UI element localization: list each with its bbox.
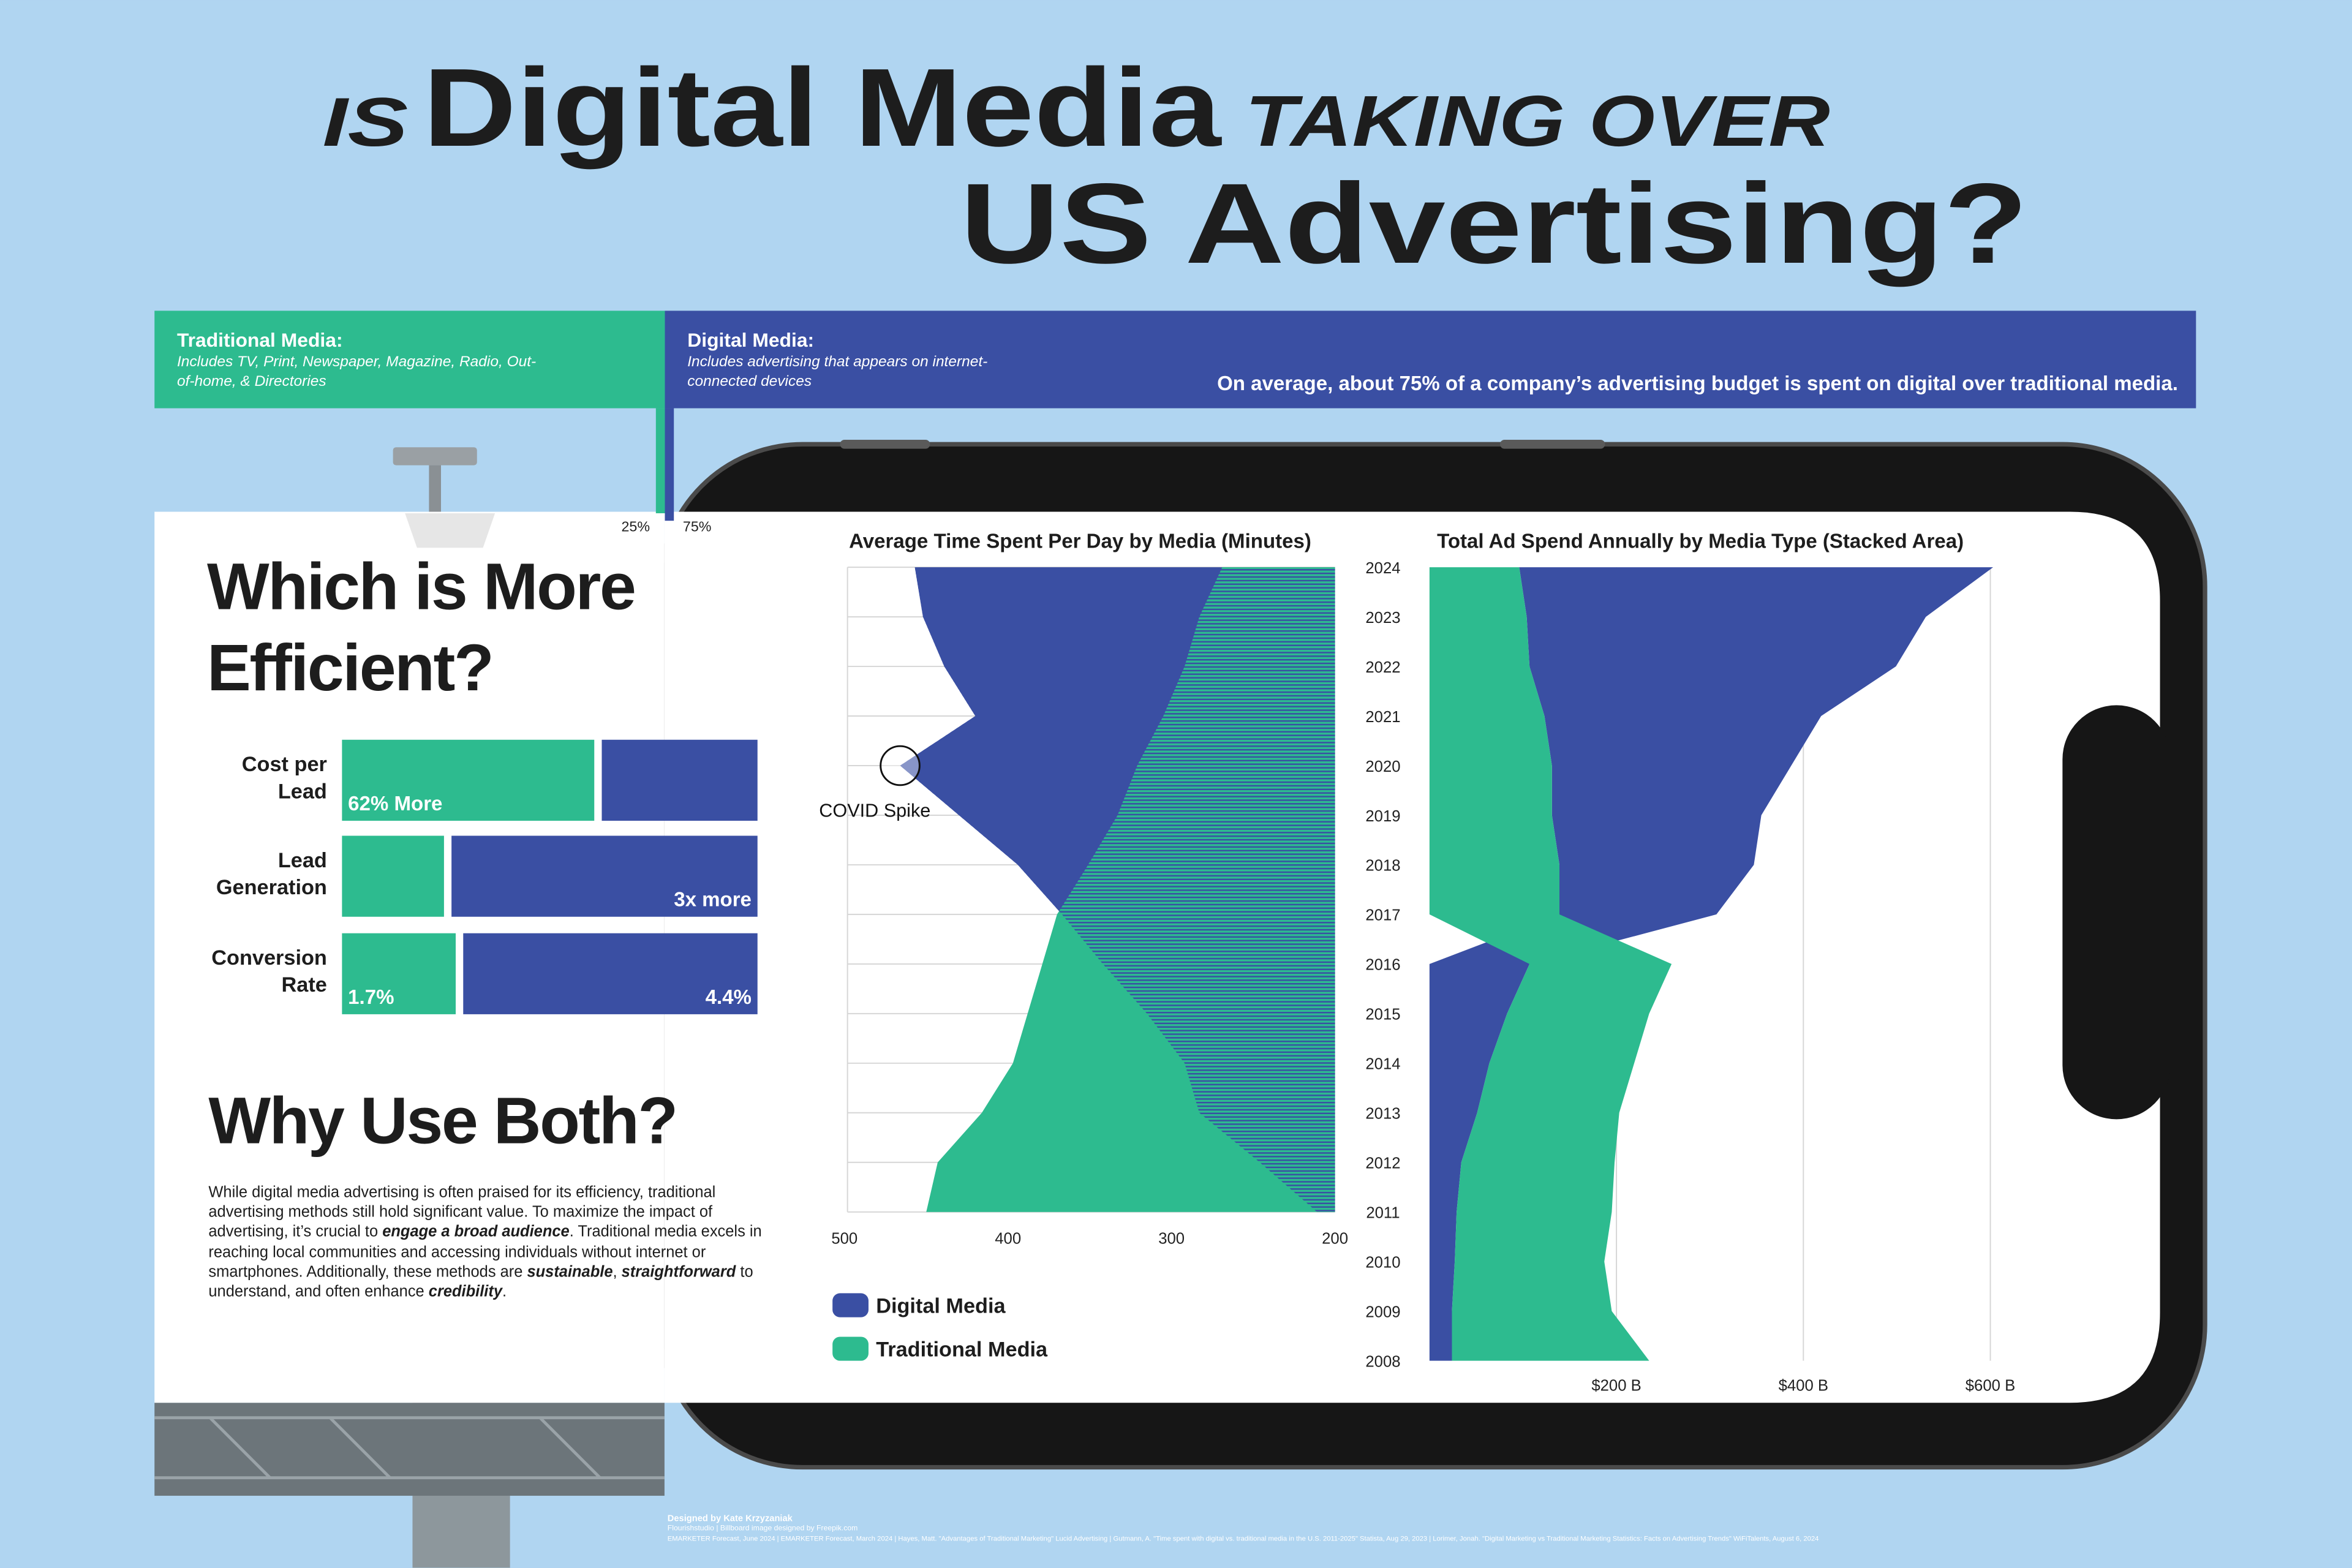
year-label: 2022 bbox=[1365, 659, 1400, 676]
year-label: 2021 bbox=[1365, 709, 1400, 726]
paragraph-run: While digital media advertising is often… bbox=[208, 1185, 716, 1242]
budget-strip bbox=[665, 408, 674, 521]
segment-name: Traditional Media: bbox=[177, 329, 343, 351]
billboard-light bbox=[405, 513, 496, 548]
legend-swatch bbox=[832, 1336, 869, 1361]
phone-button bbox=[840, 439, 930, 449]
phone-screen bbox=[664, 511, 2160, 1403]
bar bbox=[451, 835, 758, 917]
year-label: 2024 bbox=[1365, 560, 1400, 577]
x-tick-label: 200 bbox=[1322, 1231, 1348, 1248]
section-heading: Why Use Both? bbox=[208, 1084, 676, 1158]
billboard-truss-lines bbox=[154, 1416, 665, 1480]
value-label: 75% bbox=[683, 518, 712, 534]
paragraph: While digital media advertising is often… bbox=[208, 1184, 766, 1303]
segment-description: Includes TV, Print, Newspaper, Magazine,… bbox=[176, 354, 537, 391]
value-label: 1.7% bbox=[348, 986, 394, 1009]
bar bbox=[342, 739, 595, 821]
year-label: 2018 bbox=[1365, 858, 1400, 875]
content: Traditional Media: Includes TV, Print, Ne… bbox=[154, 311, 2196, 1543]
annotation-circle bbox=[880, 745, 921, 786]
legend-swatch bbox=[832, 1293, 869, 1317]
paragraph-run: . bbox=[502, 1284, 507, 1301]
paragraph-run: credibility bbox=[428, 1284, 503, 1301]
row-label: Cost per Lead bbox=[241, 752, 327, 803]
legend-label: Digital Media bbox=[876, 1294, 1006, 1317]
title-middle: TAKING OVER bbox=[1245, 81, 1830, 161]
year-label: 2015 bbox=[1365, 1006, 1400, 1023]
section-heading: Which is More Efficient? bbox=[206, 551, 636, 706]
x-tick-label: 300 bbox=[1158, 1231, 1185, 1248]
bar bbox=[342, 933, 456, 1014]
segment-description-box: Includes TV, Print, Newspaper, Magazine,… bbox=[176, 354, 537, 391]
title-highlight: Digital Media bbox=[423, 46, 1222, 170]
year-label: 2011 bbox=[1366, 1205, 1400, 1222]
budget-note: On average, about 75% of a company’s adv… bbox=[1217, 372, 2178, 395]
budget-segment bbox=[665, 311, 2196, 409]
x-tick-label: $400 B bbox=[1779, 1378, 1828, 1395]
paragraph-run: , bbox=[612, 1264, 622, 1281]
x-tick-label: 400 bbox=[995, 1231, 1021, 1248]
bar bbox=[601, 739, 758, 821]
phone-notch bbox=[2062, 705, 2171, 1120]
chart-title: Total Ad Spend Annually by Media Type (S… bbox=[1437, 530, 1964, 552]
legend-label: Traditional Media bbox=[876, 1338, 1048, 1361]
paragraph-run: engage a broad audience bbox=[382, 1224, 570, 1242]
paragraph-run: . Traditional media excels in reaching l… bbox=[208, 1224, 762, 1281]
title-prefix: IS bbox=[323, 83, 409, 160]
year-label: 2017 bbox=[1365, 907, 1400, 924]
x-tick-label: 500 bbox=[831, 1231, 858, 1248]
section-heading-box: Which is More Efficient? bbox=[206, 551, 636, 706]
x-tick-label: $600 B bbox=[1966, 1378, 2015, 1395]
footer-designer: Designed by Kate Krzyzaniak bbox=[668, 1514, 793, 1524]
bar bbox=[342, 835, 444, 917]
year-label: 2010 bbox=[1365, 1254, 1400, 1271]
row-label: Lead Generation bbox=[216, 848, 327, 899]
chart-title: Average Time Spent Per Day by Media (Min… bbox=[849, 530, 1311, 552]
row-label-box: Cost per Lead bbox=[241, 752, 327, 803]
segment-description: Includes advertising that appears on int… bbox=[687, 354, 988, 391]
paragraph-box: While digital media advertising is often… bbox=[208, 1184, 766, 1303]
area bbox=[1429, 567, 1994, 1361]
paragraph-run: to understand, and often enhance bbox=[208, 1264, 753, 1301]
year-label: 2014 bbox=[1365, 1056, 1400, 1073]
footer-sources: EMARKETER Forecast, June 2024 | EMARKETE… bbox=[668, 1536, 1819, 1543]
year-label: 2008 bbox=[1365, 1353, 1400, 1370]
year-label: 2019 bbox=[1365, 808, 1400, 825]
area bbox=[1429, 567, 1672, 1361]
billboard-lamp bbox=[393, 447, 477, 466]
row-label-box: Lead Generation bbox=[216, 848, 327, 899]
year-label: 2020 bbox=[1365, 758, 1400, 775]
footer-credits: Flourishstudio | Billboard image designe… bbox=[668, 1523, 858, 1532]
row-label: Conversion Rate bbox=[211, 945, 327, 997]
phone-button bbox=[1499, 439, 1605, 449]
billboard-lamp-arm bbox=[429, 465, 441, 513]
row-label-box: Conversion Rate bbox=[211, 945, 327, 997]
paragraph-run: sustainable bbox=[527, 1264, 613, 1281]
value-label: 4.4% bbox=[706, 986, 752, 1009]
bar bbox=[463, 933, 758, 1014]
year-label: 2016 bbox=[1365, 957, 1400, 974]
overlap-hatch bbox=[900, 567, 1335, 1212]
paragraph-run: straightforward bbox=[621, 1264, 736, 1281]
year-label: 2012 bbox=[1365, 1155, 1400, 1172]
title-tail: US Advertising? bbox=[960, 160, 2028, 287]
x-tick-label: $200 B bbox=[1591, 1378, 1641, 1395]
annotation: COVID Spike bbox=[819, 800, 930, 821]
budget-strip bbox=[655, 408, 665, 513]
value-label: 25% bbox=[621, 518, 650, 534]
segment-description-box: Includes advertising that appears on int… bbox=[687, 354, 988, 391]
value-label: 62% More bbox=[348, 793, 442, 815]
segment-name: Digital Media: bbox=[687, 329, 814, 351]
budget-segment bbox=[154, 311, 665, 409]
value-label: 3x more bbox=[674, 889, 752, 911]
year-label: 2023 bbox=[1365, 609, 1400, 627]
year-label: 2009 bbox=[1365, 1303, 1400, 1321]
year-label: 2013 bbox=[1365, 1106, 1400, 1123]
